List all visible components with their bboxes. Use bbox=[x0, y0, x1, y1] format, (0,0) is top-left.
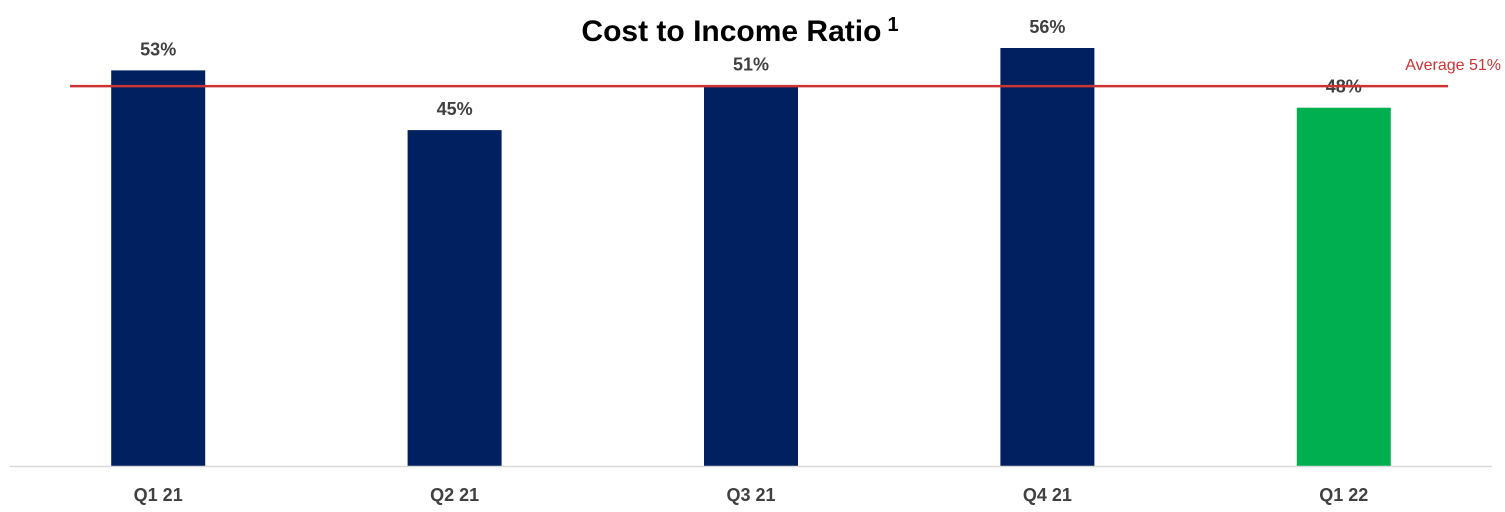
data-label: 51% bbox=[733, 54, 769, 74]
x-tick-label: Q3 21 bbox=[726, 485, 775, 505]
x-tick-label: Q1 21 bbox=[134, 485, 183, 505]
data-label: 56% bbox=[1029, 17, 1065, 37]
x-tick-label: Q2 21 bbox=[430, 485, 479, 505]
data-label: 45% bbox=[437, 99, 473, 119]
x-tick-label: Q1 22 bbox=[1319, 485, 1368, 505]
bars bbox=[111, 48, 1391, 467]
x-tick-label: Q4 21 bbox=[1023, 485, 1072, 505]
bar-q4-21 bbox=[1000, 48, 1095, 466]
bar-q3-21 bbox=[704, 85, 798, 467]
bar-q1-22 bbox=[1296, 107, 1391, 466]
bar-q2-21 bbox=[407, 130, 502, 466]
data-label: 53% bbox=[140, 39, 176, 59]
chart-title: Cost to Income Ratio 1 bbox=[581, 14, 898, 48]
data-labels: 53%45%51%56%48% bbox=[140, 17, 1362, 119]
tick-labels: Q1 21 Q2 21 Q3 21 Q4 21 Q1 22 bbox=[134, 485, 1369, 505]
chart-title-text: Cost to Income Ratio bbox=[581, 15, 881, 48]
chart-title-superscript: 1 bbox=[887, 14, 898, 36]
bar-q1-21 bbox=[111, 70, 206, 467]
average-label: Average 51% bbox=[1405, 57, 1501, 74]
